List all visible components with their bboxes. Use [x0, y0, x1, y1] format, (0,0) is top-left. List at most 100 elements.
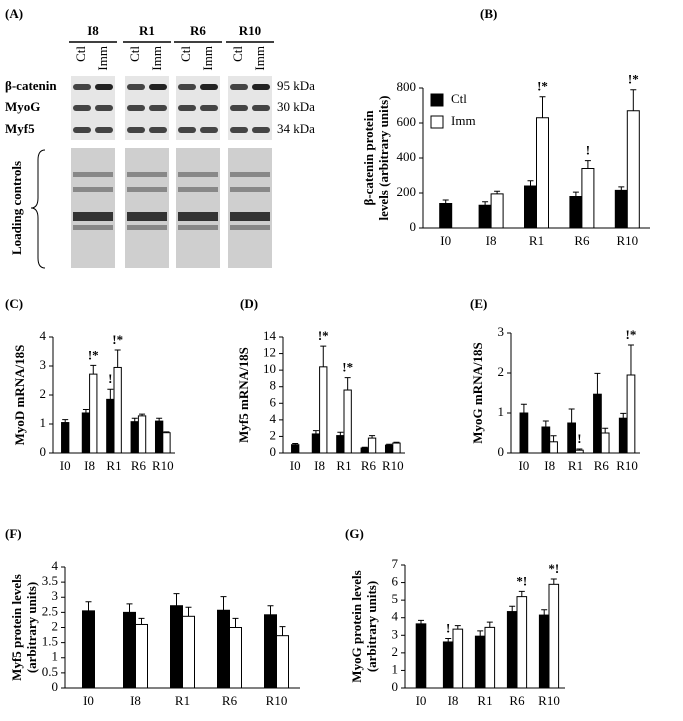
loading-band: [230, 225, 270, 230]
loading-band: [73, 212, 113, 221]
error-bar: [393, 441, 400, 444]
bar: [384, 444, 394, 454]
y-axis-label: MyoG mRNA/18S: [470, 342, 485, 443]
annotation: !: [446, 620, 450, 635]
error-bar: [541, 609, 548, 616]
y-tick-label: 2: [498, 364, 505, 379]
bar: [311, 433, 321, 454]
bar: [536, 117, 549, 229]
x-tick-label: R10: [266, 693, 288, 708]
x-tick-label: R6: [594, 458, 610, 473]
loading-band: [230, 212, 270, 221]
annotation: !*: [342, 360, 353, 375]
loading-band: [230, 187, 270, 192]
error-bar: [139, 413, 146, 416]
annotation: !: [586, 143, 590, 158]
error-bar: [361, 446, 368, 449]
bar: [123, 611, 136, 689]
error-bar: [386, 443, 393, 446]
y-tick-label: 7: [392, 556, 399, 571]
bar: [519, 412, 529, 454]
error-bar: [527, 180, 534, 186]
bar: [162, 432, 171, 454]
error-bar: [494, 190, 501, 194]
bar: [217, 609, 230, 689]
loading-strip: [176, 148, 220, 268]
bar: [170, 605, 183, 689]
x-tick-label: I0: [290, 458, 301, 473]
bar: [490, 193, 504, 229]
error-bar: [454, 625, 461, 630]
bar: [452, 628, 464, 689]
y-tick-label: 200: [397, 184, 417, 199]
loading-band: [73, 187, 113, 192]
error-bar: [107, 388, 114, 400]
error-bar: [90, 364, 97, 375]
band: [127, 127, 145, 133]
panel-label: (F): [5, 526, 22, 541]
y-tick-label: 2: [52, 618, 59, 633]
legend-label: Ctl: [451, 91, 467, 106]
lane-label: Imm: [95, 46, 110, 71]
error-bar: [602, 427, 609, 433]
error-bar: [630, 89, 637, 111]
bar: [343, 389, 352, 454]
band: [127, 105, 145, 111]
bar: [626, 374, 636, 454]
bar: [541, 426, 551, 454]
x-tick-label: I0: [416, 693, 427, 708]
bar: [291, 444, 300, 454]
bar: [276, 635, 289, 689]
bar: [538, 614, 550, 689]
size-label: 30 kDa: [277, 99, 315, 114]
panel-label: (D): [240, 296, 258, 311]
y-axis-label: (arbitrary units): [364, 581, 379, 672]
bar: [113, 366, 122, 454]
lane-label: Imm: [252, 46, 267, 71]
y-tick-label: 3: [40, 357, 47, 372]
error-bar: [82, 409, 89, 413]
bar: [82, 610, 95, 689]
x-tick-label: I8: [130, 693, 141, 708]
band: [178, 127, 196, 133]
error-bar: [482, 201, 489, 206]
x-tick-label: R1: [568, 458, 583, 473]
x-tick-label: R1: [106, 458, 121, 473]
x-tick-label: R1: [477, 693, 492, 708]
x-tick-label: R6: [574, 233, 590, 248]
band: [230, 84, 248, 90]
loading-strip: [228, 148, 272, 268]
lane-label: Ctl: [178, 46, 193, 62]
bar: [319, 366, 328, 454]
band: [127, 84, 145, 90]
bar: [524, 185, 537, 229]
y-tick-label: 8: [270, 378, 277, 393]
y-tick-label: 0: [498, 444, 505, 459]
bar: [439, 203, 453, 229]
bar: [506, 611, 518, 689]
y-tick-label: 6: [270, 394, 277, 409]
y-axis-label: levels (arbitrary units): [376, 96, 391, 221]
band: [252, 105, 270, 111]
band: [230, 105, 248, 111]
bar: [367, 437, 377, 454]
bar: [360, 447, 369, 454]
y-tick-label: 3: [52, 588, 59, 603]
bar: [575, 449, 584, 454]
loading-band: [73, 225, 113, 230]
band: [73, 127, 91, 133]
band: [178, 84, 196, 90]
y-tick-label: 4: [270, 411, 277, 426]
y-tick-label: 4: [40, 328, 47, 343]
band: [200, 127, 218, 133]
y-axis-label: MyoG protein levels: [349, 570, 364, 682]
y-axis-label: Myf5 protein levels: [9, 574, 24, 681]
annotation: !: [577, 431, 581, 446]
loading-band: [127, 212, 167, 221]
y-tick-label: 3.5: [42, 573, 58, 588]
loading-band: [178, 172, 218, 177]
y-axis-label: Myf5 mRNA/18S: [236, 347, 251, 443]
x-tick-label: I0: [518, 458, 529, 473]
error-bar: [584, 160, 591, 169]
bar: [626, 110, 640, 229]
